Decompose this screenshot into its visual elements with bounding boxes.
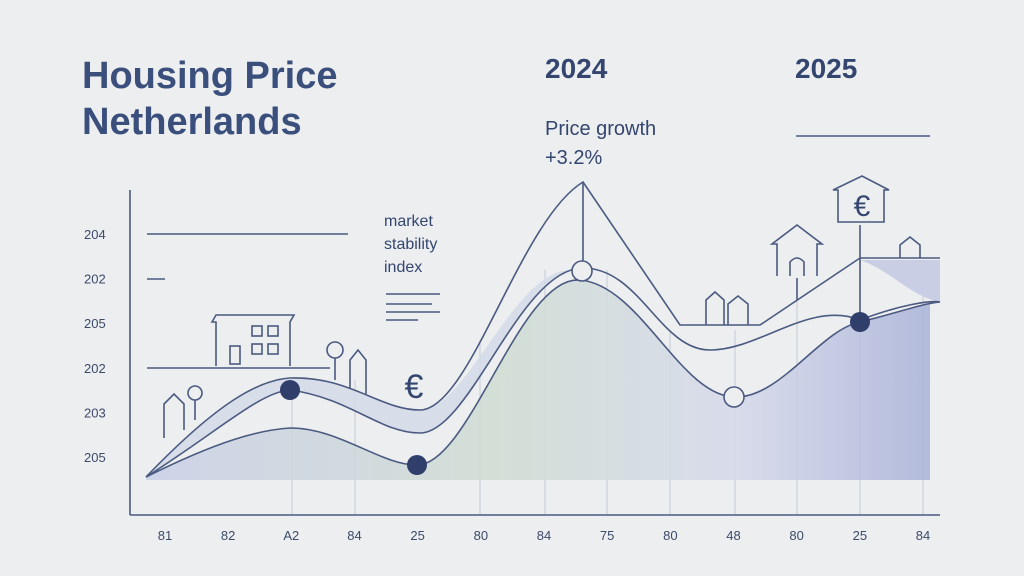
euro-icon: € xyxy=(405,368,424,406)
x-label: 84 xyxy=(916,528,930,543)
points xyxy=(280,260,870,475)
annotation: +3.2% xyxy=(545,147,602,169)
x-label: 48 xyxy=(726,528,740,543)
x-label: 80 xyxy=(663,528,677,543)
x-label: 25 xyxy=(410,528,424,543)
x-label: 75 xyxy=(600,528,614,543)
legend-lines xyxy=(386,293,440,321)
year-label: 2025 xyxy=(795,53,857,84)
x-label: 80 xyxy=(474,528,488,543)
y-label: 204 xyxy=(84,227,106,242)
euro-icon: € xyxy=(854,190,871,223)
x-label: A2 xyxy=(283,528,299,543)
area-fill xyxy=(146,279,930,480)
side-note: stability xyxy=(384,236,437,253)
y-label: 202 xyxy=(84,361,106,376)
y-label: 205 xyxy=(84,316,106,331)
corner-fill xyxy=(860,260,940,302)
y-label: 203 xyxy=(84,405,106,420)
x-label: 80 xyxy=(789,528,803,543)
x-label: 25 xyxy=(853,528,867,543)
y-label: 202 xyxy=(84,272,106,287)
upper-line xyxy=(145,180,940,478)
title-line: Housing Price xyxy=(82,55,338,97)
side-note: market xyxy=(384,213,433,230)
y-label: 205 xyxy=(84,450,106,465)
band-fill xyxy=(146,268,583,477)
x-label: 84 xyxy=(347,528,361,543)
annotation: Price growth xyxy=(545,118,656,140)
x-label: 82 xyxy=(221,528,235,543)
lower-line xyxy=(145,279,941,478)
x-label: 81 xyxy=(158,528,172,543)
house-icons xyxy=(163,175,921,438)
year-label: 2024 xyxy=(545,53,608,84)
x-labels: 81 82 A2 84 25 80 84 75 80 48 80 25 84 xyxy=(158,528,930,543)
title-line: Netherlands xyxy=(82,101,302,143)
x-label: 84 xyxy=(537,528,551,543)
y-labels: 204 202 205 202 203 205 xyxy=(84,227,106,465)
side-note: index xyxy=(384,259,422,276)
